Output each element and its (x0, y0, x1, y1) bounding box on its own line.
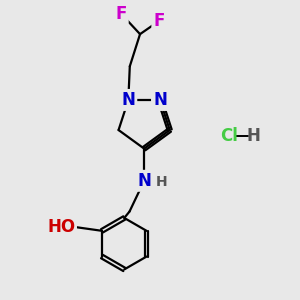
Text: Cl: Cl (220, 127, 238, 145)
Text: HO: HO (47, 218, 76, 236)
Text: N: N (153, 91, 167, 109)
Text: F: F (115, 5, 127, 23)
Text: H: H (247, 127, 261, 145)
Text: N: N (122, 91, 135, 109)
Text: N: N (137, 172, 151, 190)
Text: H: H (155, 175, 167, 189)
Text: F: F (153, 12, 165, 30)
